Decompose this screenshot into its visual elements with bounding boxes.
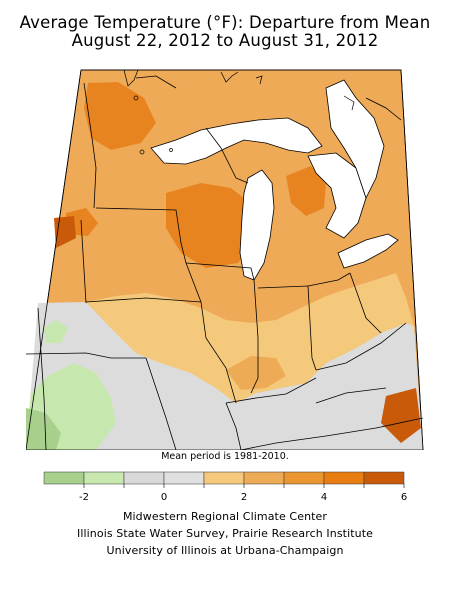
legend-bin xyxy=(123,471,165,485)
hot-anomaly-zone xyxy=(54,216,76,248)
legend-tick-label: -2 xyxy=(79,492,89,503)
cool-anomaly-zone xyxy=(44,320,68,343)
hot-anomaly-zone xyxy=(166,183,256,268)
cool-anomaly-zone xyxy=(26,408,61,450)
legend-bin xyxy=(363,471,405,485)
mean-period-note: Mean period is 1981-2010. xyxy=(161,451,289,462)
legend-bin xyxy=(283,471,325,485)
legend-tick-label: 0 xyxy=(161,492,167,503)
legend-bin xyxy=(163,471,205,485)
color-scale-legend: -202468 xyxy=(43,471,407,503)
minor-water-features xyxy=(123,69,355,155)
legend-tick-label: 2 xyxy=(241,492,247,503)
warm-anomaly-zone xyxy=(86,273,414,403)
legend-bin xyxy=(323,471,365,485)
credit-isws: Illinois State Water Survey, Prairie Res… xyxy=(76,527,374,540)
lake-erie-ontario xyxy=(337,233,399,269)
hot-anomaly-zone xyxy=(381,388,421,443)
legend-tick-label: 4 xyxy=(321,492,327,503)
credit-mrcc: Midwestern Regional Climate Center xyxy=(122,510,328,523)
lake-huron xyxy=(307,152,367,239)
map-title: Average Temperature (°F): Departure from… xyxy=(19,13,431,32)
map-date-range: August 22, 2012 to August 31, 2012 xyxy=(71,31,379,50)
temperature-departure-map xyxy=(26,69,424,450)
legend-bin xyxy=(43,471,85,485)
state-borders xyxy=(26,75,424,450)
cool-anomaly-zone xyxy=(70,370,92,382)
warm-anomaly-zone xyxy=(226,356,286,390)
legend-bin xyxy=(83,471,125,485)
legend-bin xyxy=(203,471,245,485)
credit-uiuc: University of Illinois at Urbana-Champai… xyxy=(106,544,344,557)
legend-tick-label: 6 xyxy=(401,492,407,503)
lake-superior xyxy=(150,117,323,165)
canada-water xyxy=(325,79,385,200)
lake-michigan xyxy=(239,169,275,281)
hot-anomaly-zone xyxy=(286,166,326,216)
near-normal-zone xyxy=(26,302,423,450)
legend-bin xyxy=(243,471,285,485)
